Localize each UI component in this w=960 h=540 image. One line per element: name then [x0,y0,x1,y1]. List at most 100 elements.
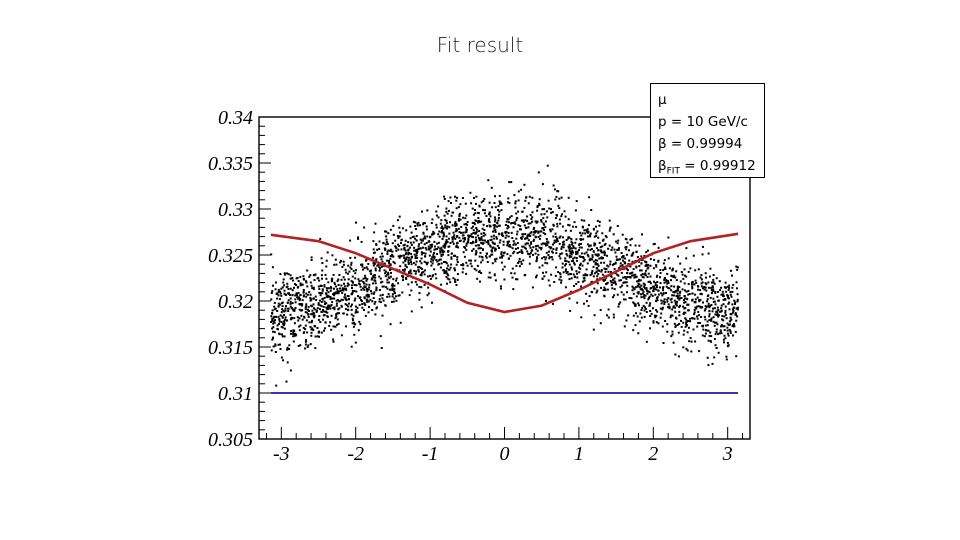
scatter-point [488,211,491,214]
scatter-point [713,324,716,327]
scatter-point [474,219,477,222]
scatter-point [351,289,354,292]
scatter-point [376,248,379,251]
scatter-point [465,226,468,229]
scatter-point [544,258,547,261]
scatter-point [389,250,392,252]
scatter-point [695,307,698,310]
scatter-point [612,233,615,236]
scatter-point [451,211,454,214]
scatter-point [717,291,719,293]
scatter-point [500,255,503,258]
scatter-point [455,207,458,210]
scatter-point [451,238,454,241]
scatter-point [454,221,457,224]
scatter-point [384,275,387,278]
scatter-point [652,288,655,291]
scatter-point [360,240,363,243]
scatter-point [277,302,280,305]
scatter-point [736,308,739,311]
scatter-point [272,330,274,333]
scatter-point [649,327,651,330]
scatter-point [521,235,524,238]
scatter-point [523,224,526,227]
scatter-point [391,242,394,245]
scatter-point [445,207,448,210]
scatter-point [635,295,638,298]
scatter-point [339,289,342,292]
scatter-point [612,313,615,316]
scatter-point [725,358,728,361]
scatter-point [462,237,465,240]
scatter-point [305,281,308,284]
scatter-point [418,265,421,268]
scatter-point [552,235,555,238]
scatter-point [726,294,729,297]
scatter-point [460,226,463,228]
scatter-point [354,297,357,300]
scatter-point [417,268,420,271]
scatter-point [360,288,363,291]
scatter-point [289,302,292,305]
scatter-point [378,240,381,243]
scatter-point [405,278,408,281]
scatter-point [601,257,604,260]
scatter-point [676,286,679,289]
scatter-point [333,292,336,295]
scatter-point [529,235,532,237]
scatter-point [708,306,711,309]
scatter-point [583,258,586,261]
scatter-point [629,244,632,247]
y-tick-label: 0.31 [218,383,253,405]
scatter-point [656,297,659,299]
scatter-point [650,287,653,289]
scatter-point [566,270,569,273]
scatter-point [402,279,404,282]
scatter-point [655,309,658,312]
scatter-point [729,323,731,326]
scatter-point [344,293,346,296]
scatter-point [636,315,639,318]
scatter-point [704,272,707,275]
scatter-point [446,241,448,243]
scatter-point [728,286,731,289]
scatter-point [526,250,529,253]
scatter-point [571,249,574,252]
scatter-point [674,353,677,356]
scatter-point [689,320,692,323]
scatter-point [634,273,637,276]
scatter-point [280,294,283,297]
scatter-point [710,318,713,321]
scatter-point [285,319,288,322]
scatter-point [456,258,459,261]
scatter-point [507,224,509,227]
scatter-point [332,338,335,341]
scatter-point [655,321,658,324]
scatter-point [384,270,387,273]
scatter-point [425,263,428,266]
scatter-point [321,262,324,264]
scatter-point [712,307,714,310]
scatter-point [337,284,340,286]
scatter-point [613,277,616,280]
scatter-point [474,232,477,235]
scatter-point [690,350,693,353]
scatter-point [274,344,277,347]
scatter-point [545,243,548,246]
scatter-point [575,283,578,285]
scatter-point [480,201,483,204]
scatter-point [491,206,494,209]
scatter-point [631,289,634,292]
scatter-point [684,317,687,320]
scatter-point [572,257,575,260]
scatter-point [576,301,579,304]
scatter-point [536,257,538,260]
scatter-point [685,324,688,326]
scatter-point [301,304,303,307]
scatter-point [683,329,686,332]
scatter-point [316,277,319,280]
scatter-point [363,302,366,305]
scatter-point [270,315,273,318]
scatter-point [612,296,614,299]
scatter-point [447,268,450,271]
